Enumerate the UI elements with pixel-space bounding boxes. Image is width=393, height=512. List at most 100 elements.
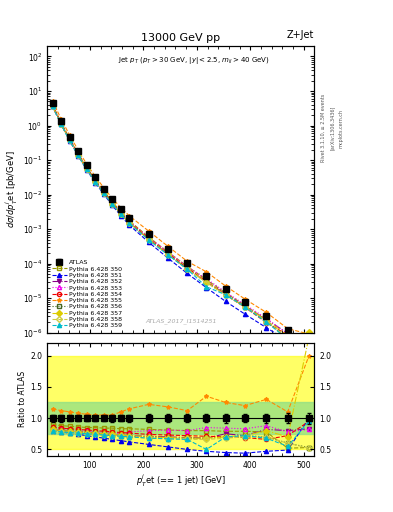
Pythia 6.428 355 — [185, 258, 189, 264]
Pythia 6.428 350 — [76, 151, 81, 157]
Pythia 6.428 352 — [204, 279, 209, 285]
Pythia 6.428 357 — [127, 220, 132, 226]
Pythia 6.428 350 — [59, 119, 63, 125]
Pythia 6.428 352 — [59, 121, 63, 127]
Title: 13000 GeV pp: 13000 GeV pp — [141, 33, 220, 42]
Line: Pythia 6.428 358: Pythia 6.428 358 — [50, 104, 311, 356]
Pythia 6.428 350 — [84, 164, 89, 170]
Pythia 6.428 357 — [264, 316, 269, 323]
Pythia 6.428 357 — [50, 103, 55, 109]
Pythia 6.428 356 — [264, 318, 269, 325]
Pythia 6.428 356 — [101, 190, 106, 196]
Pythia 6.428 359 — [223, 292, 228, 298]
Pythia 6.428 356 — [165, 251, 170, 258]
Pythia 6.428 351 — [307, 342, 311, 348]
Pythia 6.428 357 — [165, 251, 170, 258]
Pythia 6.428 351 — [127, 222, 132, 228]
Pythia 6.428 358 — [93, 179, 97, 185]
Pythia 6.428 359 — [50, 103, 55, 110]
Pythia 6.428 351 — [93, 180, 97, 186]
Pythia 6.428 352 — [185, 266, 189, 272]
Pythia 6.428 356 — [84, 166, 89, 172]
Pythia 6.428 354 — [165, 250, 170, 257]
Pythia 6.428 351 — [146, 239, 151, 245]
Pythia 6.428 356 — [76, 152, 81, 158]
Pythia 6.428 354 — [119, 210, 123, 216]
Pythia 6.428 351 — [285, 338, 290, 344]
Pythia 6.428 359 — [242, 304, 247, 310]
Y-axis label: $d\sigma/dp_T^{j}$et [pb/GeV]: $d\sigma/dp_T^{j}$et [pb/GeV] — [4, 151, 20, 228]
Pythia 6.428 353 — [59, 120, 63, 126]
Pythia 6.428 353 — [264, 315, 269, 322]
Pythia 6.428 357 — [185, 266, 189, 272]
Pythia 6.428 359 — [285, 336, 290, 342]
Pythia 6.428 357 — [242, 304, 247, 310]
Pythia 6.428 353 — [67, 137, 72, 143]
Pythia 6.428 351 — [204, 285, 209, 291]
Pythia 6.428 359 — [101, 190, 106, 196]
Pythia 6.428 355 — [76, 147, 81, 153]
Pythia 6.428 354 — [285, 332, 290, 338]
Pythia 6.428 355 — [59, 116, 63, 122]
Pythia 6.428 354 — [93, 178, 97, 184]
Pythia 6.428 351 — [242, 311, 247, 317]
Pythia 6.428 357 — [67, 137, 72, 143]
Pythia 6.428 352 — [223, 291, 228, 297]
Pythia 6.428 356 — [110, 201, 115, 207]
Pythia 6.428 357 — [84, 166, 89, 172]
Pythia 6.428 353 — [307, 345, 311, 351]
Line: Pythia 6.428 357: Pythia 6.428 357 — [50, 104, 311, 337]
Pythia 6.428 357 — [110, 201, 115, 207]
Pythia 6.428 350 — [127, 218, 132, 224]
Pythia 6.428 354 — [146, 236, 151, 242]
Pythia 6.428 359 — [146, 237, 151, 243]
Pythia 6.428 352 — [119, 211, 123, 217]
Pythia 6.428 354 — [264, 319, 269, 326]
Pythia 6.428 358 — [127, 220, 132, 226]
Pythia 6.428 351 — [264, 325, 269, 331]
Pythia 6.428 355 — [84, 161, 89, 167]
Text: mcplots.cern.ch: mcplots.cern.ch — [339, 109, 344, 147]
Pythia 6.428 350 — [50, 101, 55, 108]
Pythia 6.428 359 — [93, 179, 97, 185]
Pythia 6.428 359 — [59, 121, 63, 127]
Pythia 6.428 353 — [76, 152, 81, 158]
Text: ATLAS_2017_I1514251: ATLAS_2017_I1514251 — [145, 318, 217, 324]
Pythia 6.428 356 — [67, 137, 72, 143]
Pythia 6.428 354 — [76, 151, 81, 157]
Pythia 6.428 359 — [110, 201, 115, 207]
Line: Pythia 6.428 353: Pythia 6.428 353 — [50, 103, 311, 350]
Pythia 6.428 358 — [242, 304, 247, 310]
Pythia 6.428 353 — [110, 200, 115, 206]
Pythia 6.428 356 — [50, 103, 55, 109]
Pythia 6.428 355 — [110, 196, 115, 202]
Pythia 6.428 358 — [67, 137, 72, 143]
Pythia 6.428 351 — [50, 103, 55, 110]
Pythia 6.428 354 — [59, 120, 63, 126]
Text: Z+Jet: Z+Jet — [287, 30, 314, 40]
Pythia 6.428 352 — [285, 330, 290, 336]
Pythia 6.428 356 — [285, 335, 290, 341]
Pythia 6.428 352 — [101, 190, 106, 196]
Pythia 6.428 351 — [165, 255, 170, 261]
Pythia 6.428 355 — [165, 243, 170, 249]
Pythia 6.428 353 — [285, 331, 290, 337]
Text: [arXiv:1306.3436]: [arXiv:1306.3436] — [330, 106, 335, 150]
Pythia 6.428 357 — [101, 190, 106, 196]
Pythia 6.428 356 — [127, 220, 132, 226]
Pythia 6.428 358 — [119, 211, 123, 218]
Pythia 6.428 352 — [93, 178, 97, 184]
Pythia 6.428 352 — [84, 166, 89, 172]
Pythia 6.428 352 — [50, 103, 55, 109]
Pythia 6.428 350 — [285, 337, 290, 343]
Bar — [47, 355, 314, 450]
Line: Pythia 6.428 359: Pythia 6.428 359 — [50, 104, 311, 347]
Pythia 6.428 351 — [185, 270, 189, 276]
Pythia 6.428 359 — [264, 319, 269, 325]
Pythia 6.428 351 — [67, 138, 72, 144]
Pythia 6.428 358 — [84, 166, 89, 173]
Pythia 6.428 353 — [93, 178, 97, 184]
Pythia 6.428 350 — [119, 209, 123, 215]
Pythia 6.428 359 — [204, 284, 209, 290]
Pythia 6.428 353 — [185, 263, 189, 269]
